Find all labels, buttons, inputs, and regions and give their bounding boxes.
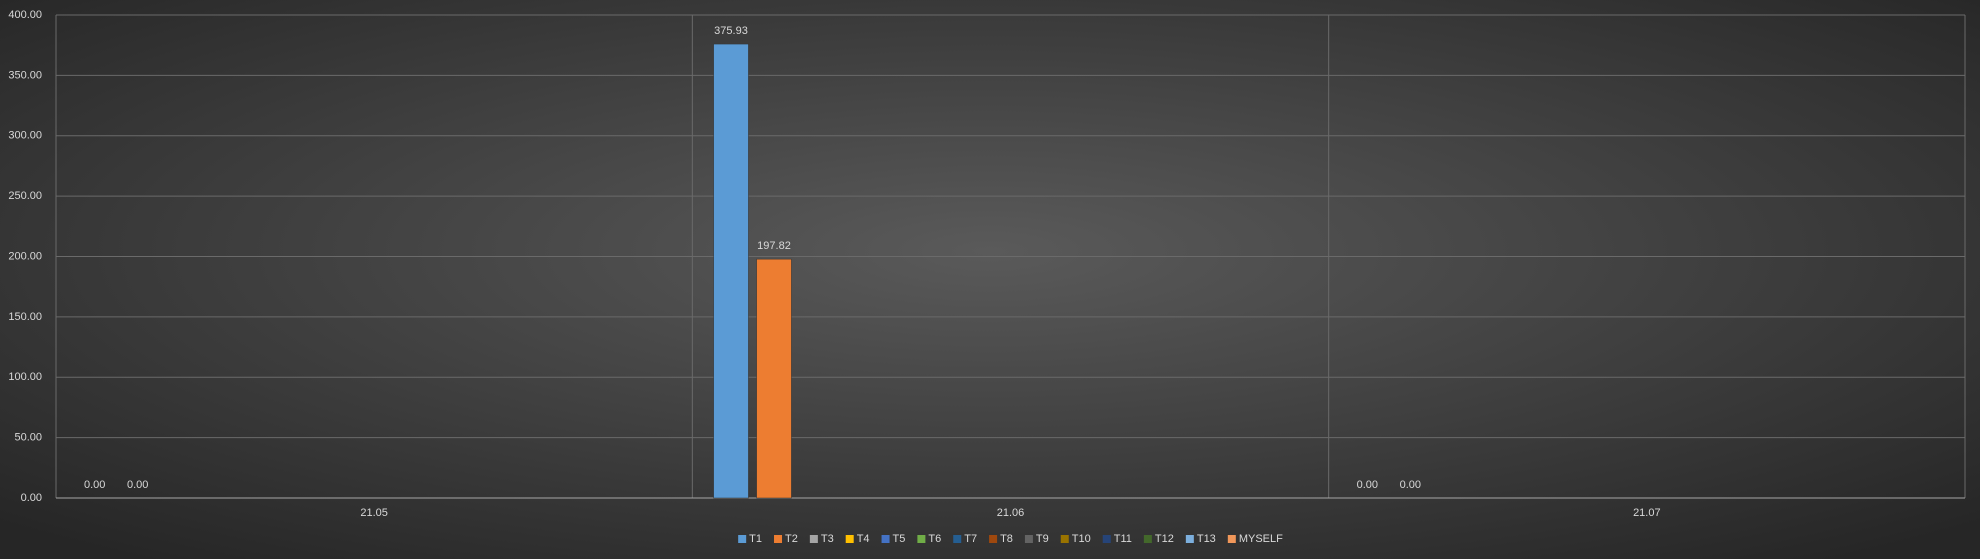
- legend-swatch: [809, 535, 818, 543]
- legend-label: T9: [1036, 533, 1049, 545]
- legend-swatch: [1024, 535, 1033, 543]
- x-tick-label: 21.06: [997, 507, 1025, 519]
- legend-label: T11: [1114, 533, 1132, 545]
- x-tick-label: 21.07: [1633, 507, 1661, 519]
- legend-label: T5: [893, 533, 906, 545]
- legend-label: T2: [785, 533, 798, 545]
- legend-swatch: [953, 535, 962, 543]
- legend: T1 T2 T3 T4 T5 T6 T7 T8 T9 T10 T11 T12 T13 MYSELF: [738, 533, 1283, 545]
- legend-swatch: [1143, 535, 1152, 543]
- y-tick-label: 400.00: [8, 9, 42, 21]
- y-tick-label: 100.00: [8, 371, 42, 383]
- legend-label: T4: [857, 533, 870, 545]
- y-tick-label: 300.00: [8, 130, 42, 142]
- y-tick-label: 250.00: [8, 190, 42, 202]
- legend-label: T3: [821, 533, 834, 545]
- legend-swatch: [845, 535, 854, 543]
- legend-label: T12: [1155, 533, 1174, 545]
- legend-swatch: [917, 535, 926, 543]
- x-tick-label: 21.05: [360, 507, 388, 519]
- legend-label: T13: [1197, 533, 1216, 545]
- legend-swatch: [774, 535, 783, 543]
- y-tick-label: 350.00: [8, 69, 42, 81]
- legend-label: MYSELF: [1239, 533, 1283, 545]
- data-label: 0.00: [84, 479, 105, 491]
- legend-swatch: [881, 535, 890, 543]
- legend-label: T8: [1000, 533, 1013, 545]
- y-tick-label: 150.00: [8, 311, 42, 323]
- legend-label: T10: [1072, 533, 1091, 545]
- y-tick-label: 0.00: [21, 492, 42, 504]
- legend-swatch: [1227, 535, 1236, 543]
- data-label: 0.00: [1357, 479, 1378, 491]
- data-label: 375.93: [714, 25, 748, 37]
- legend-label: T6: [928, 533, 941, 545]
- data-label: 0.00: [1400, 479, 1421, 491]
- y-tick-label: 50.00: [14, 432, 42, 444]
- data-label: 197.82: [757, 240, 791, 252]
- legend-swatch: [1102, 535, 1111, 543]
- bar: [756, 258, 792, 499]
- y-tick-label: 200.00: [8, 250, 42, 262]
- legend-swatch: [1185, 535, 1194, 543]
- bar: [713, 43, 749, 499]
- legend-label: T1: [749, 533, 762, 545]
- legend-swatch: [738, 535, 747, 543]
- data-label: 0.00: [127, 479, 148, 491]
- legend-swatch: [989, 535, 998, 543]
- legend-label: T7: [964, 533, 977, 545]
- legend-swatch: [1060, 535, 1069, 543]
